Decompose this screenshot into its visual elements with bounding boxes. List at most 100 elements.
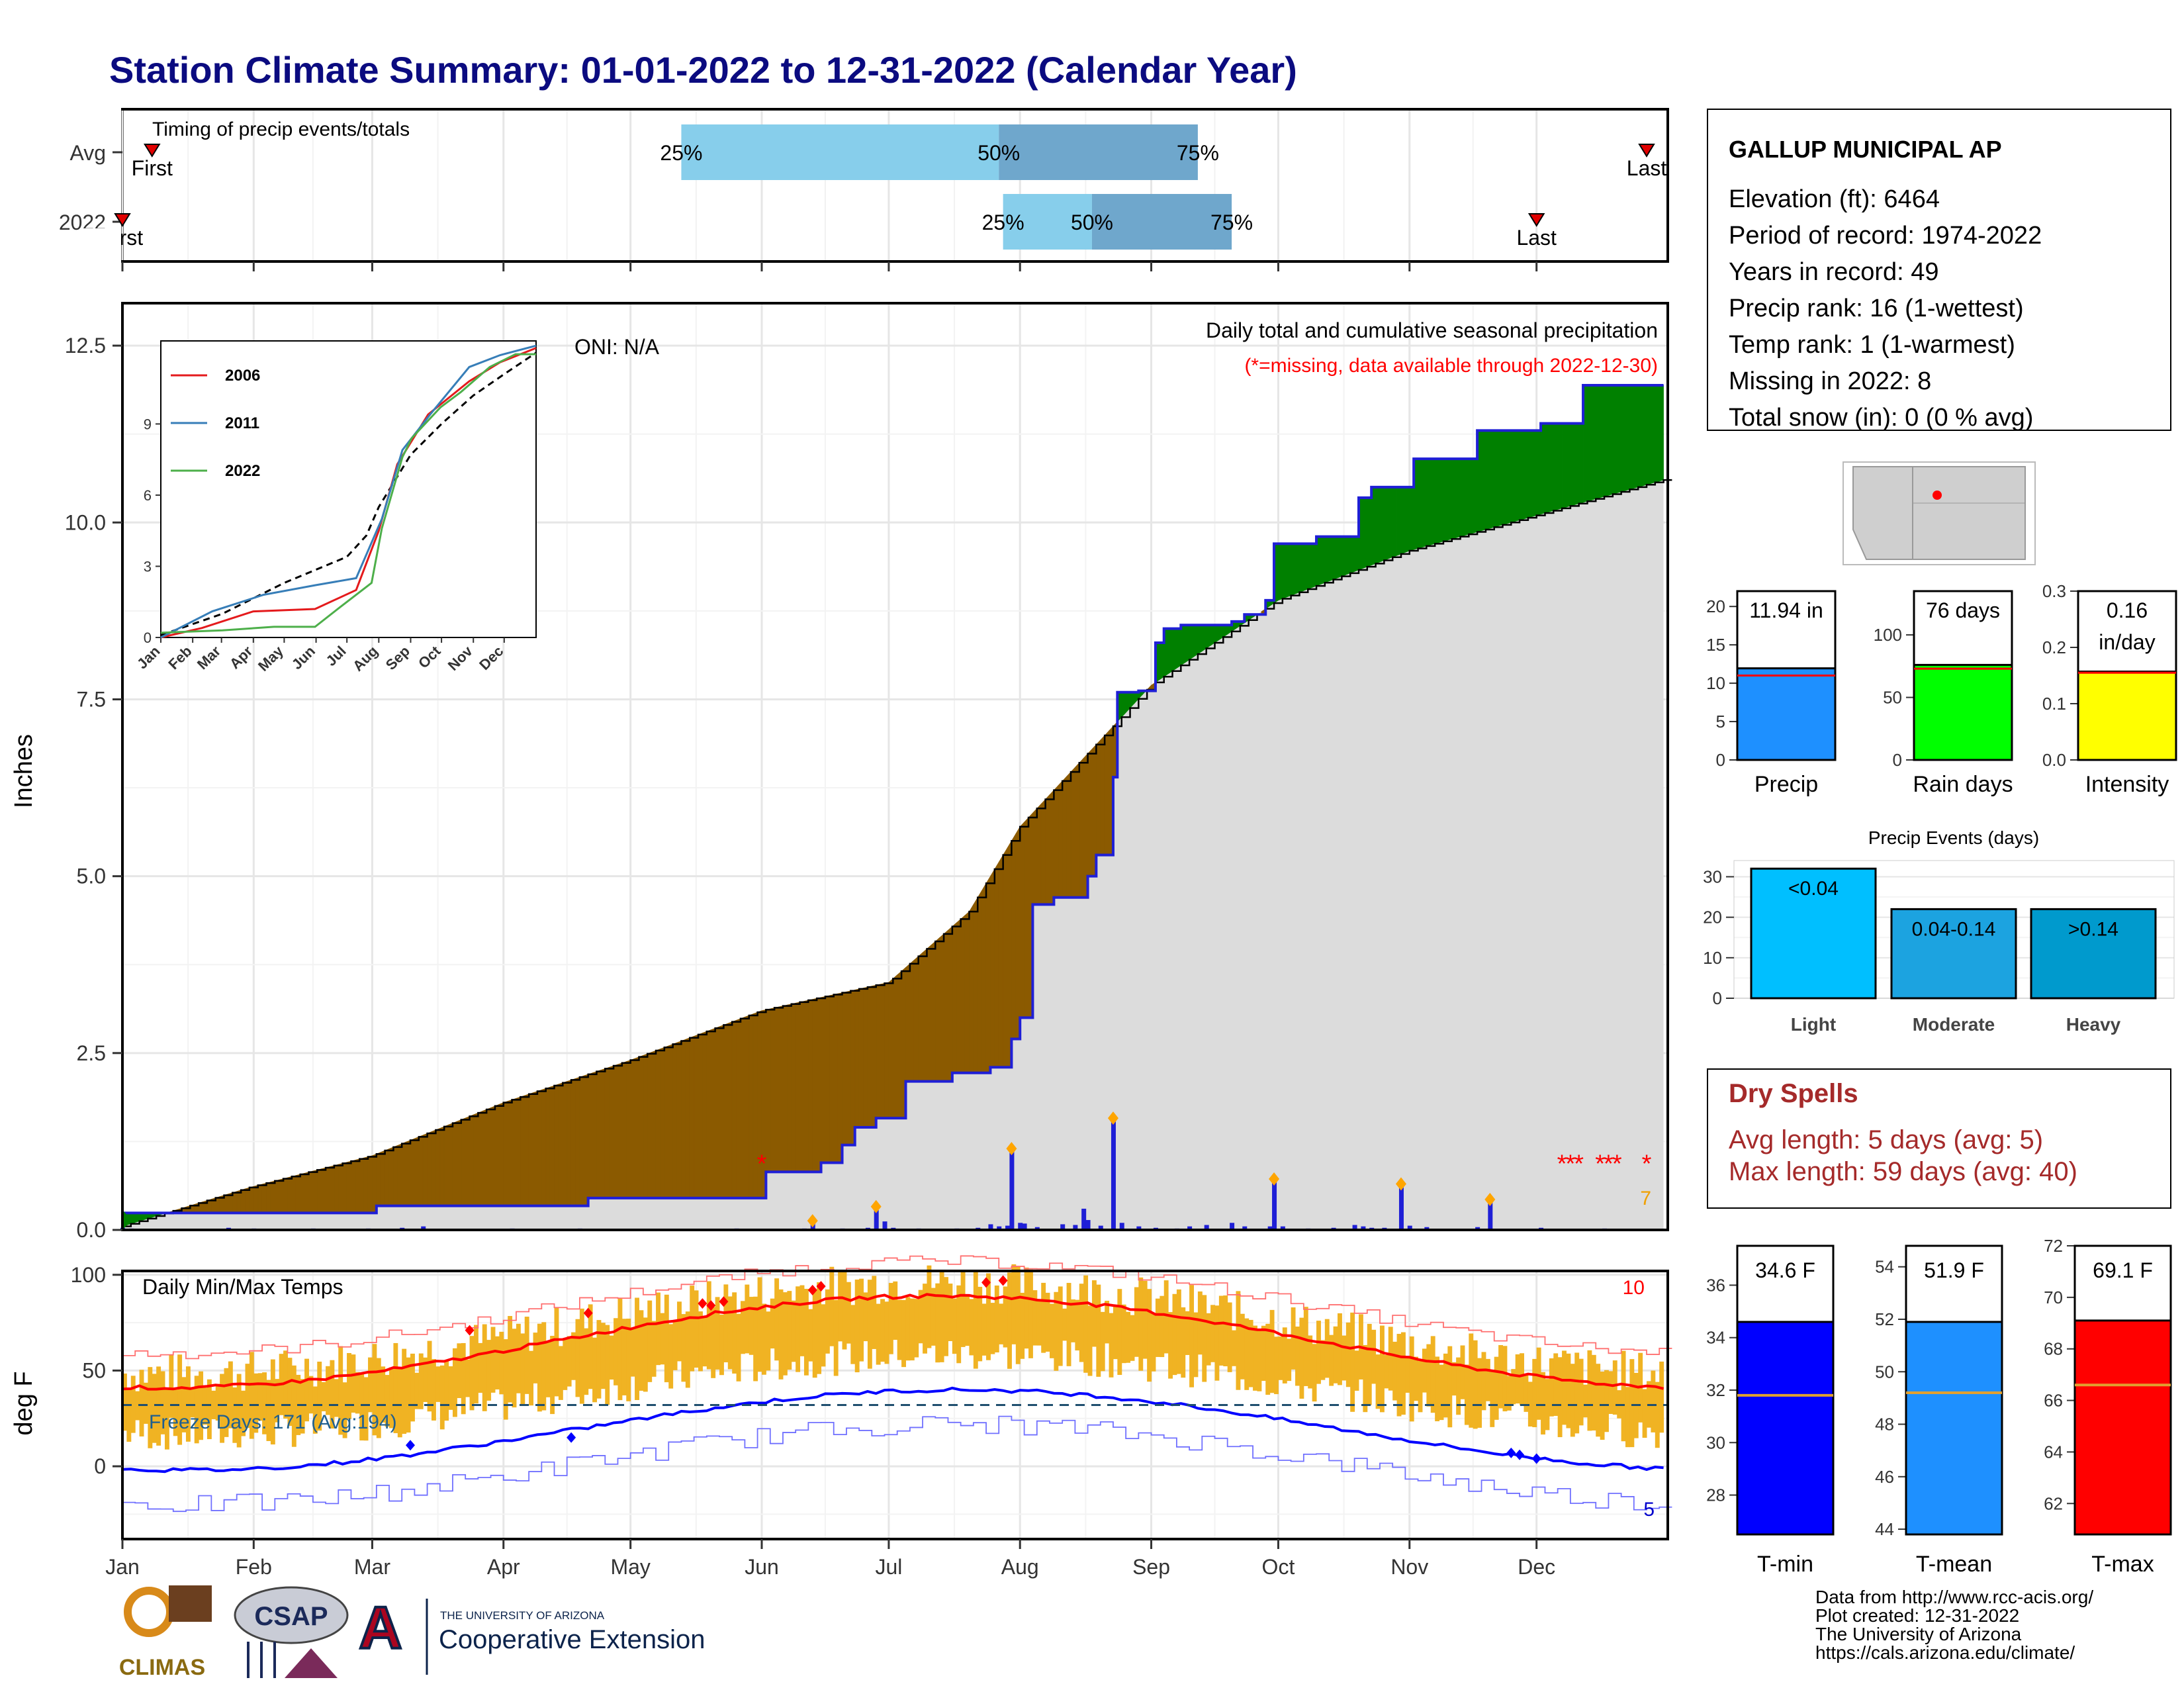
daily-temp-bar <box>1506 1376 1512 1411</box>
quartile-bar-50-75 <box>1091 194 1232 250</box>
surplus-segment <box>1515 430 1520 522</box>
summary-value-label: 11.94 in <box>1749 598 1823 622</box>
daily-temp-bar <box>817 1282 822 1374</box>
inset-y-tick-label: 6 <box>144 487 152 504</box>
surplus-segment <box>1502 430 1508 526</box>
daily-temp-bar <box>614 1318 618 1385</box>
daily-temp-bar <box>347 1353 351 1419</box>
deficit-segment <box>266 1182 271 1213</box>
deficit-segment <box>439 1126 445 1206</box>
deficit-segment <box>825 995 830 1163</box>
deficit-segment <box>1015 825 1021 1039</box>
daily-temp-bar <box>838 1271 843 1342</box>
daily-precip-bar <box>1005 1225 1011 1230</box>
surplus-segment <box>1328 536 1334 582</box>
daily-temp-bar <box>1278 1336 1283 1380</box>
daily-temp-bar <box>1282 1327 1287 1383</box>
daily-temp-bar <box>486 1340 492 1401</box>
summary-bar <box>1913 663 2013 761</box>
deficit-segment <box>342 1162 347 1213</box>
deficit-segment <box>1054 785 1059 898</box>
daily-precip-bar <box>1475 1227 1480 1230</box>
daily-temp-bar <box>1447 1346 1453 1428</box>
daily-precip-bar <box>1136 1226 1142 1230</box>
daily-temp-bar <box>770 1298 775 1349</box>
daily-temp-bar <box>600 1323 606 1389</box>
daily-temp-bar <box>965 1294 970 1346</box>
summary-y-tick-label: 100 <box>1874 625 1902 645</box>
daily-temp-bar <box>812 1289 817 1378</box>
daily-temp-bar <box>803 1289 809 1376</box>
missing-marker: * <box>1557 1150 1567 1178</box>
surplus-segment <box>1434 458 1439 544</box>
daily-temp-bar <box>266 1380 271 1441</box>
deficit-segment <box>1011 833 1017 1039</box>
temp-bar-label: T-min <box>1757 1552 1813 1577</box>
deficit-segment <box>816 997 821 1172</box>
daily-temp-bar <box>444 1360 449 1421</box>
daily-temp-bar <box>1333 1326 1338 1383</box>
deficit-segment <box>367 1155 373 1213</box>
daily-temp-bar <box>1443 1353 1448 1418</box>
deficit-segment <box>1066 771 1071 898</box>
missing-marker: * <box>1574 1150 1584 1178</box>
daily-temp-bar <box>249 1352 254 1439</box>
daily-temp-bar <box>1532 1358 1537 1427</box>
daily-temp-bar <box>1007 1272 1012 1369</box>
deficit-segment <box>609 1065 614 1199</box>
deficit-segment <box>960 915 966 1074</box>
surplus-segment <box>1531 430 1537 517</box>
daily-precip-bar <box>1272 1180 1277 1230</box>
daily-temp-bar <box>647 1300 653 1382</box>
record-high-marker <box>719 1296 729 1307</box>
daily-temp-bar <box>1414 1356 1419 1401</box>
q25-label: 25% <box>660 141 702 165</box>
daily-temp-bar <box>719 1314 724 1376</box>
daily-temp-bar <box>1126 1311 1131 1363</box>
daily-temp-bar <box>524 1317 529 1394</box>
deficit-segment <box>512 1098 517 1206</box>
daily-temp-bar <box>1054 1291 1059 1371</box>
daily-temp-bar <box>1583 1384 1588 1418</box>
summary-y-tick-label: 5 <box>1716 712 1725 731</box>
deficit-segment <box>969 904 974 1074</box>
daily-temp-bar <box>842 1270 847 1350</box>
daily-temp-bar <box>432 1359 436 1421</box>
daily-temp-bar <box>1197 1291 1203 1355</box>
daily-temp-bar <box>563 1338 568 1390</box>
event-marker <box>870 1199 882 1213</box>
daily-temp-bar <box>1659 1361 1664 1433</box>
daily-temp-bar <box>829 1266 835 1346</box>
deficit-segment <box>604 1066 610 1199</box>
surplus-segment <box>1655 385 1660 483</box>
surplus-segment <box>1303 543 1308 591</box>
quartile-bar-25-50 <box>681 124 999 180</box>
daily-temp-bar <box>935 1283 940 1363</box>
daily-temp-bar <box>1456 1357 1461 1415</box>
deficit-segment <box>867 986 872 1128</box>
daily-temp-bar <box>1011 1264 1017 1344</box>
deficit-segment <box>676 1041 682 1199</box>
daily-temp-bar <box>1070 1299 1075 1342</box>
surplus-segment <box>1460 458 1465 538</box>
daily-temp-bar <box>326 1366 330 1415</box>
precip-ylabel: Inches <box>10 734 38 808</box>
daily-temp-bar <box>537 1323 542 1412</box>
deficit-segment <box>1032 808 1038 905</box>
early-surplus <box>122 1210 132 1230</box>
surplus-segment <box>1345 536 1351 575</box>
daily-temp-bar <box>1041 1282 1046 1353</box>
daily-temp-bar <box>1515 1354 1520 1404</box>
credit-line: Plot created: 12-31-2022 <box>1815 1605 2019 1626</box>
event-bar-label: <0.04 <box>1788 878 1839 900</box>
precip-y-tick-label: 10.0 <box>65 510 106 534</box>
daily-temp-bar <box>766 1311 771 1371</box>
deficit-segment <box>948 925 953 1082</box>
daily-temp-bar <box>1451 1362 1457 1396</box>
daily-temp-bar <box>905 1297 911 1361</box>
daily-temp-bar <box>575 1319 580 1397</box>
daily-temp-bar <box>1655 1382 1660 1448</box>
daily-temp-bar <box>1553 1353 1559 1416</box>
daily-temp-bar <box>685 1311 690 1388</box>
deficit-segment <box>639 1055 644 1199</box>
